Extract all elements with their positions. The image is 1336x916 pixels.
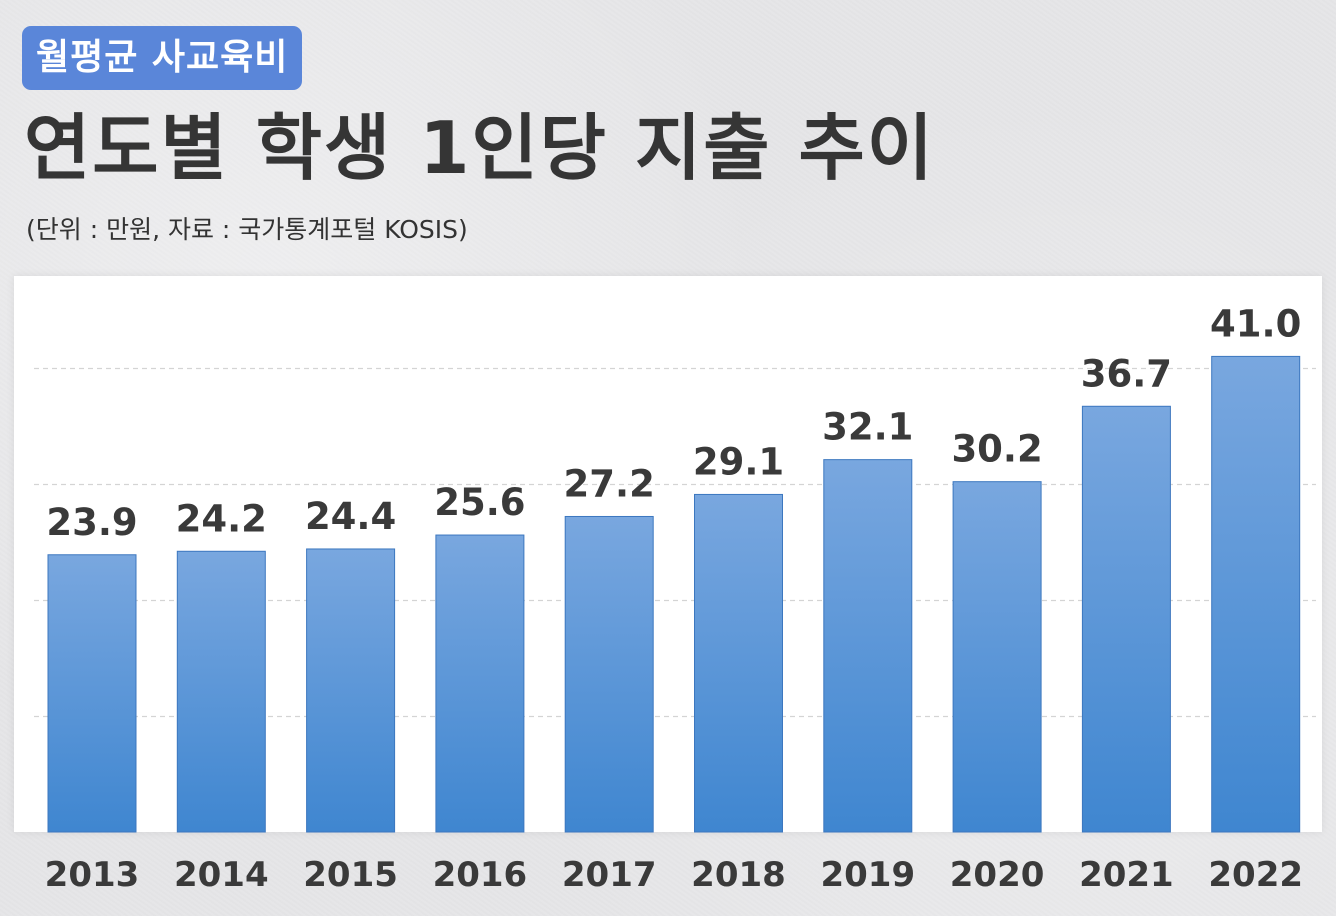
year-label-2018: 2018 [691,855,786,895]
bar-2019 [823,459,913,833]
year-label-2021: 2021 [1079,855,1174,895]
bar-2015 [306,548,396,833]
year-label-2016: 2016 [433,855,528,895]
value-label-2019: 32.1 [822,406,913,449]
bar-2013 [47,554,137,833]
gridlines [34,367,1316,718]
value-label-2020: 30.2 [951,428,1042,471]
year-label-2015: 2015 [303,855,398,895]
year-label-2019: 2019 [820,855,915,895]
bar-2018 [694,493,783,833]
year-label-2017: 2017 [562,855,657,895]
value-label-2022: 41.0 [1210,302,1301,345]
page-title: 연도별 학생 1인당 지출 추이 [24,106,936,190]
topic-badge: 월평균 사교육비 [22,26,303,90]
year-label-2020: 2020 [950,855,1045,895]
bar-2020 [952,481,1042,833]
value-label-2017: 27.2 [564,462,655,505]
unit-source-note: (단위 : 만원, 자료 : 국가통계포털 KOSIS) [26,215,468,244]
year-label-2022: 2022 [1208,855,1303,895]
bar-2016 [435,534,525,833]
bar-2017 [564,515,654,833]
value-label-2021: 36.7 [1081,352,1172,395]
year-label-2014: 2014 [174,855,269,895]
value-label-2016: 25.6 [434,481,525,524]
value-label-2014: 24.2 [176,497,267,540]
bars [47,355,1301,833]
bar-2022 [1211,355,1301,833]
year-labels: 2013 2014 2015 2016 2017 2018 2019 2020 2021 2022 [45,855,1303,895]
value-label-2015: 24.4 [305,495,396,538]
bar-2014 [176,550,266,833]
value-label-2018: 29.1 [693,440,784,483]
value-labels: 23.9 24.2 24.4 25.6 27.2 29.1 32.1 30.2 36.7 41.0 [46,302,1301,543]
value-label-2013: 23.9 [46,501,137,544]
year-label-2013: 2013 [45,855,140,895]
bar-2021 [1081,405,1171,833]
